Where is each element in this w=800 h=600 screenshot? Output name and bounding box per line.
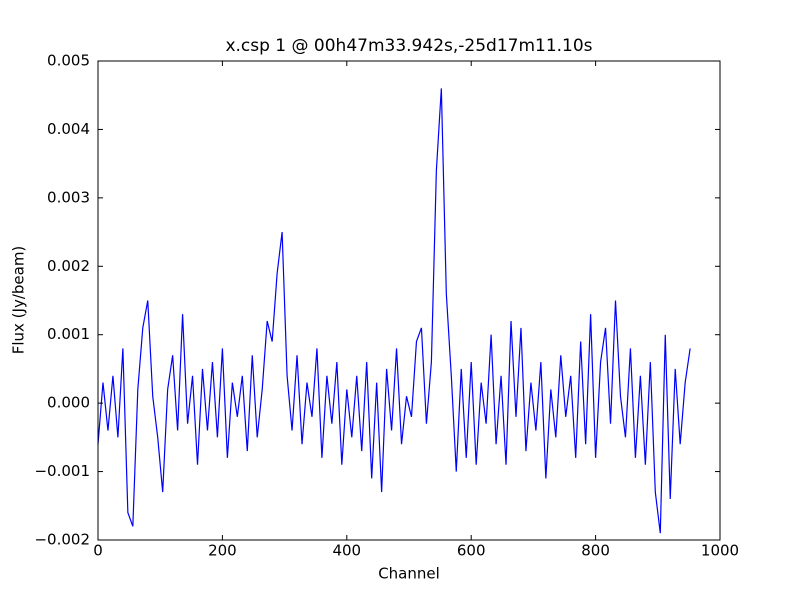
chart-title: x.csp 1 @ 00h47m33.942s,-25d17m11.10s <box>225 36 592 56</box>
y-tick-label: 0.002 <box>47 257 90 275</box>
y-tick-label: 0.003 <box>47 188 90 206</box>
y-tick-label: 0.004 <box>47 120 90 138</box>
y-axis-label: Flux (Jy/beam) <box>10 246 28 355</box>
x-tick-label: 200 <box>208 542 237 560</box>
y-tick-label: 0.000 <box>47 394 90 412</box>
x-axis-label: Channel <box>378 565 440 583</box>
y-tick-label: −0.002 <box>34 531 90 549</box>
x-tick-label: 400 <box>332 542 361 560</box>
data-line <box>97 88 691 534</box>
y-tick-label: 0.001 <box>47 325 90 343</box>
x-tick-label: 0 <box>93 542 103 560</box>
y-tick-label: 0.005 <box>47 52 90 70</box>
x-tick-label: 600 <box>457 542 486 560</box>
y-tick-label: −0.001 <box>34 462 90 480</box>
x-tick-label: 1000 <box>701 542 739 560</box>
plot-frame <box>97 60 721 541</box>
x-tick-label: 800 <box>581 542 610 560</box>
